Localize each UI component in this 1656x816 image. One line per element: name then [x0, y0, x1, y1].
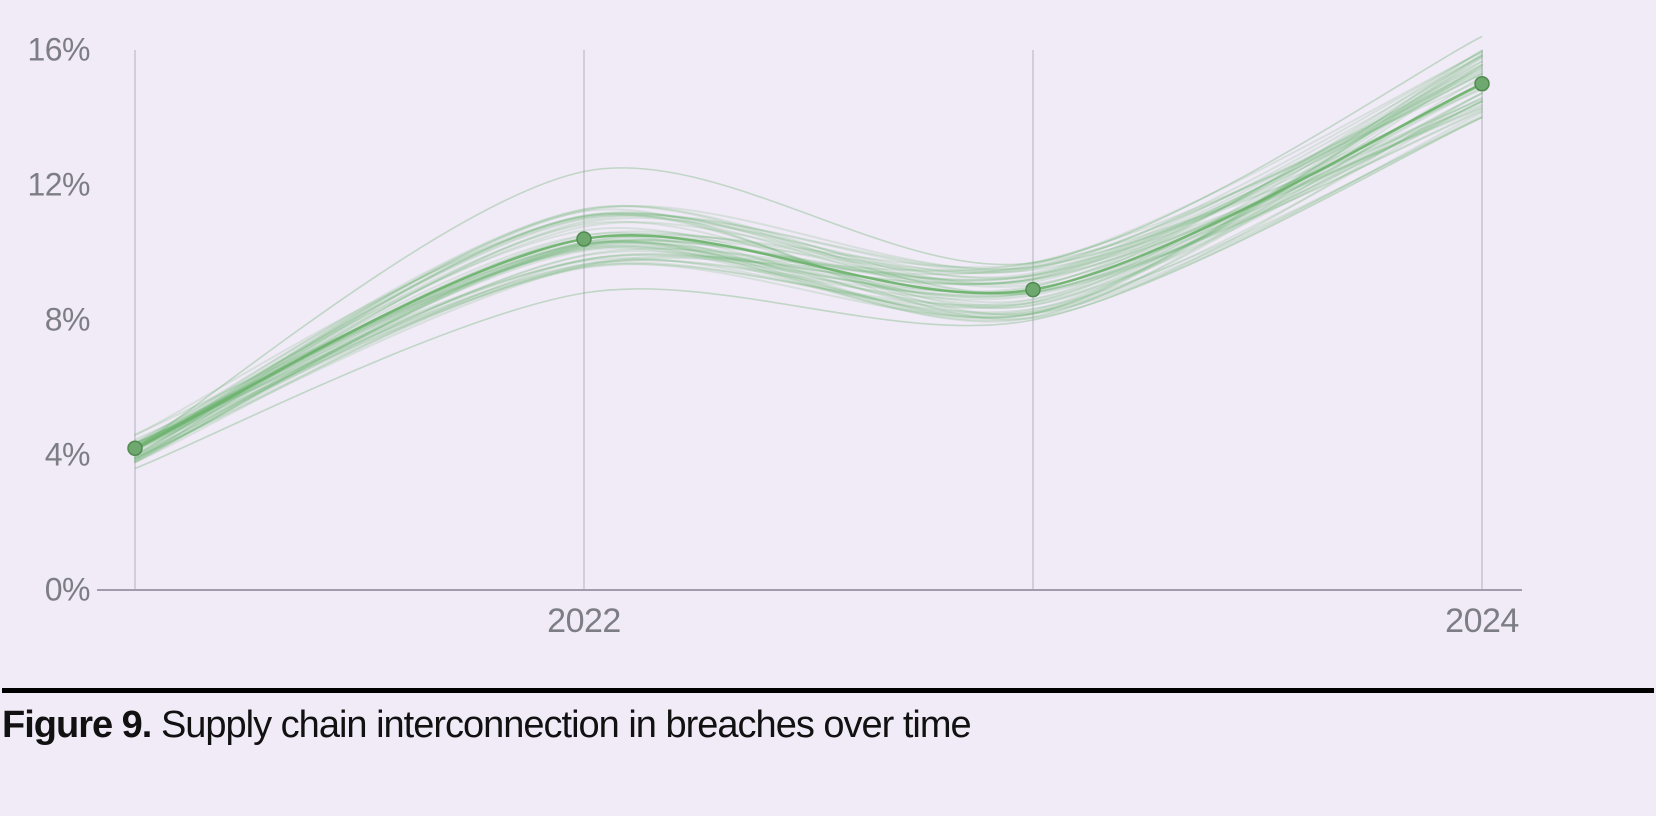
figure-caption-text: Supply chain interconnection in breaches…	[161, 704, 971, 746]
y-tick-label: 4%	[10, 437, 90, 474]
x-tick-label: 2022	[547, 602, 621, 641]
caption-rule	[2, 688, 1654, 693]
chart-plot-area	[0, 0, 1656, 680]
figure-caption: Figure 9. Supply chain interconnection i…	[2, 704, 971, 747]
y-tick-label: 12%	[10, 167, 90, 204]
line-chart-svg	[0, 0, 1656, 680]
y-tick-label: 16%	[10, 32, 90, 69]
x-tick-label: 2024	[1445, 602, 1519, 641]
y-tick-label: 8%	[10, 302, 90, 339]
figure-label: Figure 9.	[2, 704, 151, 746]
figure-container: 0% 4% 8% 12% 16% 2022 2024 Figure 9. Sup…	[0, 0, 1656, 816]
y-tick-label: 0%	[10, 572, 90, 609]
